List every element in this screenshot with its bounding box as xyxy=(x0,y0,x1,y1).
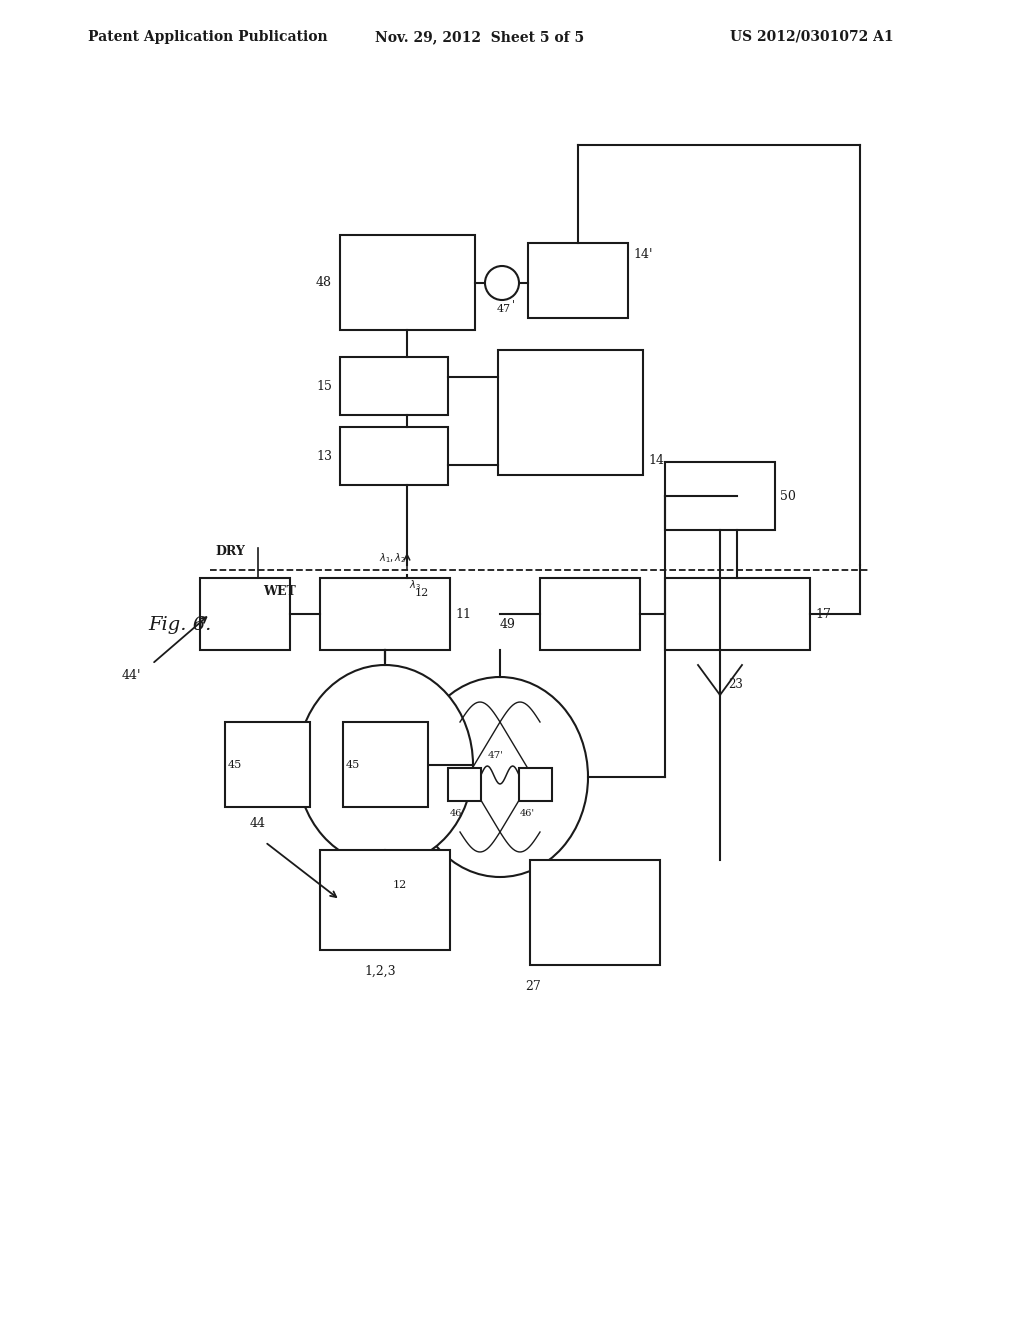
Bar xyxy=(343,722,428,807)
Text: 45: 45 xyxy=(346,760,360,770)
Text: 48: 48 xyxy=(316,276,332,289)
Text: 13: 13 xyxy=(316,450,332,462)
Text: 49: 49 xyxy=(500,618,516,631)
Text: $\lambda_3$: $\lambda_3$ xyxy=(409,578,421,591)
Text: 46': 46' xyxy=(520,809,536,818)
Text: WET: WET xyxy=(263,585,296,598)
Text: 17: 17 xyxy=(815,607,830,620)
Text: $\lambda_1,\lambda_2$: $\lambda_1,\lambda_2$ xyxy=(379,552,407,565)
Bar xyxy=(449,768,481,801)
Bar xyxy=(319,850,450,950)
Text: 14': 14' xyxy=(633,248,652,261)
Text: Nov. 29, 2012  Sheet 5 of 5: Nov. 29, 2012 Sheet 5 of 5 xyxy=(375,30,584,44)
Bar xyxy=(665,462,775,531)
Ellipse shape xyxy=(412,677,588,876)
Text: 46: 46 xyxy=(450,809,463,818)
Text: 47': 47' xyxy=(488,751,504,759)
Text: DRY: DRY xyxy=(215,545,245,558)
Text: 11: 11 xyxy=(455,607,471,620)
Text: 47: 47 xyxy=(497,304,511,314)
Bar xyxy=(665,578,810,649)
Text: 44': 44' xyxy=(122,669,141,682)
Text: 1,2,3: 1,2,3 xyxy=(365,965,396,978)
Bar xyxy=(528,243,628,318)
Bar xyxy=(225,722,310,807)
Text: 14: 14 xyxy=(648,454,664,466)
Bar xyxy=(340,235,475,330)
Text: US 2012/0301072 A1: US 2012/0301072 A1 xyxy=(730,30,894,44)
Bar xyxy=(340,356,449,414)
Bar xyxy=(530,861,660,965)
Text: 50: 50 xyxy=(780,490,796,503)
Bar xyxy=(340,426,449,484)
Text: 45: 45 xyxy=(228,760,243,770)
Text: ': ' xyxy=(512,300,515,310)
Bar xyxy=(498,350,643,475)
Circle shape xyxy=(485,267,519,300)
Bar xyxy=(519,768,552,801)
Bar xyxy=(319,578,450,649)
Text: 15: 15 xyxy=(316,380,332,392)
Text: 12: 12 xyxy=(393,880,408,890)
Ellipse shape xyxy=(297,665,473,865)
Text: Fig. 6.: Fig. 6. xyxy=(148,616,211,634)
Text: Patent Application Publication: Patent Application Publication xyxy=(88,30,328,44)
Bar xyxy=(540,578,640,649)
Text: 23: 23 xyxy=(728,678,742,692)
Text: 27: 27 xyxy=(525,979,541,993)
Bar xyxy=(200,578,290,649)
Text: 44: 44 xyxy=(250,817,266,830)
Text: 12: 12 xyxy=(415,587,429,598)
